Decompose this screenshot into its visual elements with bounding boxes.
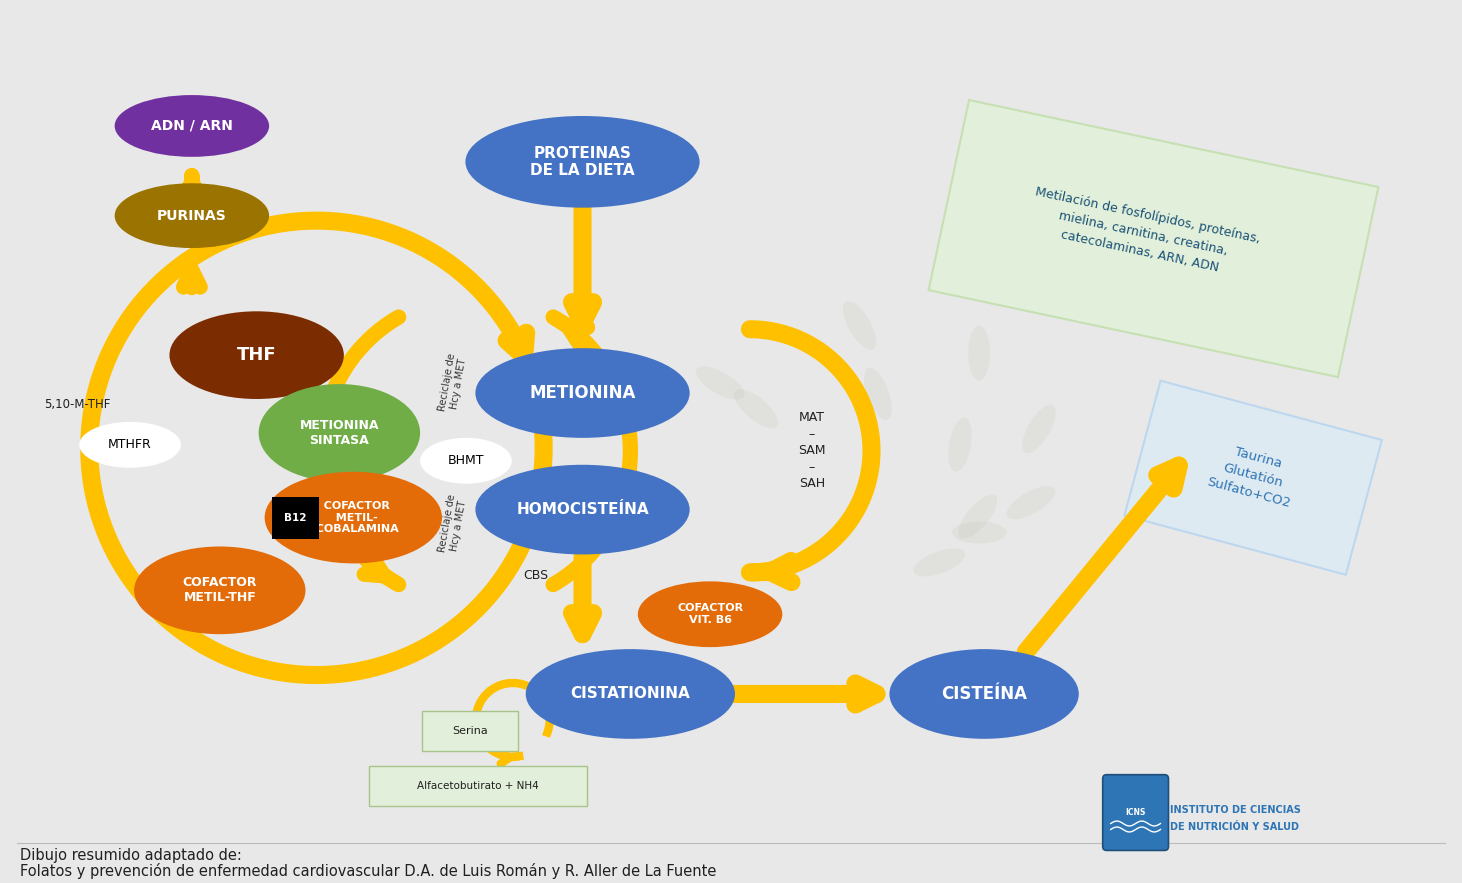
Ellipse shape (618, 499, 673, 523)
Ellipse shape (952, 522, 1006, 544)
Text: 5,10-M-THF: 5,10-M-THF (44, 398, 111, 411)
Text: PURINAS: PURINAS (156, 208, 227, 223)
Ellipse shape (914, 548, 965, 577)
Ellipse shape (889, 649, 1079, 739)
Polygon shape (1124, 381, 1382, 575)
Text: Dibujo resumido adaptado de:: Dibujo resumido adaptado de: (20, 848, 243, 863)
Text: B12: B12 (284, 513, 307, 523)
Ellipse shape (420, 438, 512, 484)
Ellipse shape (259, 384, 420, 482)
Text: COFACTOR
  METIL-
  COBALAMINA: COFACTOR METIL- COBALAMINA (308, 501, 399, 534)
Ellipse shape (864, 368, 892, 420)
Ellipse shape (114, 184, 269, 248)
Text: DE NUTRICIÓN Y SALUD: DE NUTRICIÓN Y SALUD (1171, 821, 1300, 832)
Text: INSTITUTO DE CIENCIAS: INSTITUTO DE CIENCIAS (1171, 804, 1301, 814)
Text: Alfacetobutirato + NH4: Alfacetobutirato + NH4 (417, 781, 539, 790)
FancyBboxPatch shape (370, 766, 586, 805)
Text: BHMT: BHMT (447, 454, 484, 467)
Text: Serina: Serina (452, 726, 488, 736)
Ellipse shape (265, 472, 442, 563)
Ellipse shape (135, 547, 306, 634)
FancyBboxPatch shape (272, 496, 319, 539)
Ellipse shape (637, 581, 782, 647)
Ellipse shape (114, 95, 269, 157)
Text: COFACTOR
METIL-THF: COFACTOR METIL-THF (183, 577, 257, 604)
Ellipse shape (475, 348, 690, 438)
Ellipse shape (949, 418, 972, 472)
Text: ICNS: ICNS (1126, 808, 1146, 817)
Text: Reciclaje de
Hcy a MET: Reciclaje de Hcy a MET (437, 494, 469, 555)
Text: PROTEINAS
DE LA DIETA: PROTEINAS DE LA DIETA (531, 146, 635, 178)
Text: HOMOCISTEÍNA: HOMOCISTEÍNA (516, 502, 649, 517)
Ellipse shape (526, 649, 735, 739)
Ellipse shape (465, 116, 700, 208)
Text: Reciclaje de
Hcy a MET: Reciclaje de Hcy a MET (437, 352, 469, 414)
Polygon shape (928, 100, 1379, 377)
Ellipse shape (696, 366, 744, 400)
FancyBboxPatch shape (423, 711, 518, 751)
Ellipse shape (844, 301, 876, 350)
Ellipse shape (734, 389, 778, 428)
Text: CBS: CBS (523, 569, 548, 582)
Text: METIONINA
SINTASA: METIONINA SINTASA (300, 419, 379, 447)
Ellipse shape (1006, 486, 1056, 519)
Text: THF: THF (237, 346, 276, 364)
Ellipse shape (968, 326, 990, 381)
Text: Metilación de fosfolípidos, proteínas,
mielina, carnitina, creatina,
catecolamin: Metilación de fosfolípidos, proteínas, m… (1026, 185, 1262, 282)
Ellipse shape (79, 422, 181, 468)
Text: Taurina
Glutatión
Sulfato+CO2: Taurina Glutatión Sulfato+CO2 (1205, 441, 1301, 510)
Ellipse shape (1022, 404, 1056, 453)
Text: CISTEÍNA: CISTEÍNA (942, 685, 1028, 703)
Ellipse shape (958, 494, 997, 539)
Text: MTHFR: MTHFR (108, 438, 152, 451)
Text: CISTATIONINA: CISTATIONINA (570, 686, 690, 701)
Text: COFACTOR
VIT. B6: COFACTOR VIT. B6 (677, 603, 743, 625)
Text: METIONINA: METIONINA (529, 384, 636, 402)
Ellipse shape (170, 312, 344, 399)
Text: MAT
–
SAM
–
SAH: MAT – SAM – SAH (798, 411, 826, 490)
Text: ADN / ARN: ADN / ARN (151, 119, 232, 133)
Ellipse shape (475, 464, 690, 555)
Text: Folatos y prevención de enfermedad cardiovascular D.A. de Luis Román y R. Aller : Folatos y prevención de enfermedad cardi… (20, 864, 716, 879)
FancyBboxPatch shape (1102, 774, 1168, 850)
